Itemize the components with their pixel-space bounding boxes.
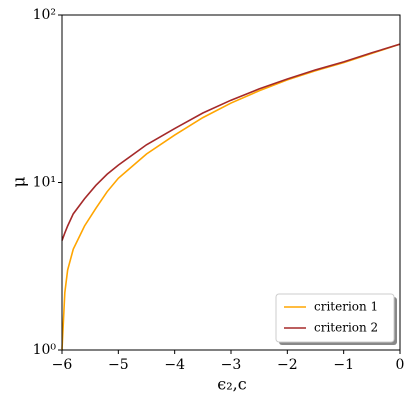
x-tick-label: −1 — [333, 357, 354, 373]
series-line — [61, 43, 401, 241]
x-axis-label: ϵ₂,c — [217, 375, 246, 394]
x-tick-label: −2 — [277, 357, 298, 373]
y-tick-label: 10² — [33, 7, 56, 23]
x-tick-label: −3 — [221, 357, 242, 373]
y-tick-label: 10¹ — [33, 175, 56, 191]
plot-frame — [61, 14, 401, 351]
y-axis-label: μ — [10, 176, 30, 187]
x-tick-label: −5 — [108, 357, 129, 373]
x-tick-label: −4 — [164, 357, 185, 373]
x-tick-label: 0 — [396, 357, 405, 373]
legend-label: criterion 2 — [314, 321, 378, 335]
legend — [275, 293, 395, 343]
x-tick-label: −6 — [52, 357, 73, 373]
y-tick-label: 10⁰ — [33, 342, 57, 358]
legend-label: criterion 1 — [314, 300, 378, 314]
